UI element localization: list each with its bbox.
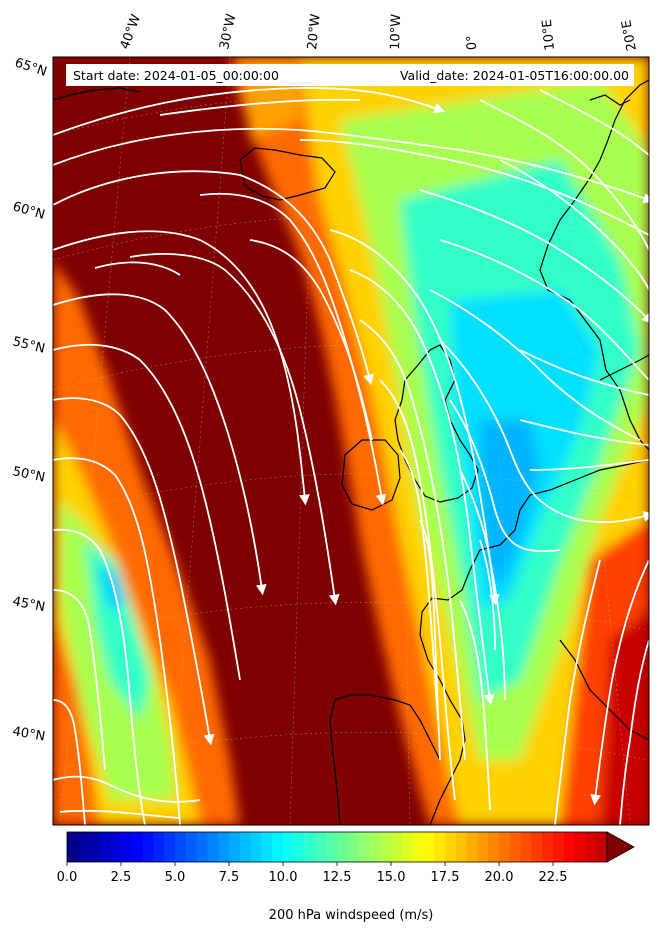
lon-label-10w: 10°W xyxy=(388,14,404,51)
colorbar-segment xyxy=(358,832,370,862)
colorbar-segment xyxy=(347,832,360,862)
colorbar-segment xyxy=(131,832,144,862)
colorbar-segment xyxy=(250,832,262,862)
start-date-label: Start date: 2024-01-05_00:00:00 xyxy=(73,68,279,83)
windspeed-field xyxy=(53,57,649,825)
lon-label-20w: 20°W xyxy=(305,13,324,50)
colorbar-segment xyxy=(121,832,133,862)
colorbar-segment xyxy=(401,832,414,862)
colorbar-segment xyxy=(196,832,208,862)
colorbar-segment xyxy=(229,832,241,862)
colorbar-tick-label: 2.5 xyxy=(111,870,132,885)
italy-coast xyxy=(559,639,649,741)
colorbar-tick-label: 20.0 xyxy=(485,870,514,885)
colorbar-segment xyxy=(542,832,554,862)
lat-label-45n: 45°N xyxy=(11,594,46,615)
colorbar-segment xyxy=(239,832,252,862)
colorbar-segment xyxy=(315,832,327,862)
lat-label-60n: 60°N xyxy=(11,199,47,222)
colorbar-segment xyxy=(185,832,198,862)
colorbar-tick-label: 22.5 xyxy=(539,870,568,885)
colorbar-segment xyxy=(293,832,306,862)
colorbar xyxy=(66,831,635,863)
colorbar-segment xyxy=(596,832,608,862)
colorbar-segment xyxy=(337,832,349,862)
colorbar-segment xyxy=(261,832,273,862)
colorbar-segment xyxy=(445,832,457,862)
colorbar-segment xyxy=(67,832,79,862)
colorbar-segment xyxy=(207,832,219,862)
map-frame xyxy=(52,56,650,826)
spain-coast xyxy=(334,694,441,761)
colorbar-segment xyxy=(531,832,543,862)
streamlines xyxy=(53,87,649,825)
colorbar-segment xyxy=(142,832,154,862)
iberia-coast xyxy=(329,699,341,825)
colorbar-segment xyxy=(304,832,316,862)
lon-label-0: 0° xyxy=(464,35,480,50)
colorbar-extend-max xyxy=(606,831,635,863)
colorbar-segment xyxy=(380,832,392,862)
colorbar-segment xyxy=(391,832,403,862)
greenland-coast xyxy=(53,87,141,101)
colorbar-segment xyxy=(218,832,230,862)
colorbar-segment xyxy=(175,832,187,862)
baltic-coast xyxy=(599,354,649,381)
colorbar-segment xyxy=(326,832,338,862)
colorbar-segment xyxy=(423,832,435,862)
colorbar-segment xyxy=(455,832,468,862)
colorbar-segment xyxy=(499,832,511,862)
lon-label-30w: 30°W xyxy=(217,12,239,50)
north-scandinavia-coast xyxy=(589,94,631,106)
colorbar-segment xyxy=(164,832,176,862)
colorbar-tick-label: 12.5 xyxy=(323,870,352,885)
lon-label-10e: 10°E xyxy=(540,18,558,51)
ireland-coast xyxy=(341,439,401,511)
lat-label-50n: 50°N xyxy=(11,464,46,485)
lat-label-55n: 55°N xyxy=(11,334,46,356)
colorbar-tick-label: 5.0 xyxy=(165,870,186,885)
colorbar-segment xyxy=(466,832,478,862)
colorbar-tick-label: 15.0 xyxy=(377,870,406,885)
colorbar-tick-label: 17.5 xyxy=(431,870,460,885)
colorbar-segment xyxy=(553,832,565,862)
colorbar-segment xyxy=(412,832,424,862)
colorbar-segment xyxy=(110,832,122,862)
colorbar-segment xyxy=(153,832,165,862)
coastlines xyxy=(53,79,649,825)
colorbar-segment xyxy=(574,832,586,862)
colorbar-ticks: 0.0 2.5 5.0 7.5 10.0 12.5 15.0 17.5 20.0 22.5 xyxy=(57,862,568,885)
colorbar-segment xyxy=(509,832,522,862)
scandinavia-coast xyxy=(539,79,649,451)
colorbar-label: 200 hPa windspeed (m/s) xyxy=(269,908,434,923)
colorbar-segment xyxy=(477,832,489,862)
colorbar-segment xyxy=(585,832,597,862)
colorbar-segment xyxy=(488,832,500,862)
valid-date-label: Valid_date: 2024-01-05T16:00:00.00 xyxy=(400,68,629,83)
iceland-coast xyxy=(239,147,336,201)
colorbar-segment xyxy=(369,832,381,862)
latitude-labels: 65°N 60°N 55°N 50°N 45°N 40°N xyxy=(11,56,49,745)
lon-label-20e: 20°E xyxy=(619,19,640,53)
colorbar-segment xyxy=(77,832,90,862)
colorbar-tick-label: 10.0 xyxy=(269,870,298,885)
colorbar-segment xyxy=(434,832,446,862)
colorbar-segment xyxy=(283,832,295,862)
colorbar-tick-label: 7.5 xyxy=(219,870,240,885)
lon-label-40w: 40°W xyxy=(118,12,144,51)
colorbar-segment xyxy=(99,832,111,862)
header-box xyxy=(66,64,634,86)
lat-label-40n: 40°N xyxy=(11,724,46,744)
colorbar-segment xyxy=(272,832,284,862)
colorbar-segment xyxy=(563,832,576,862)
colorbar-tick-label: 0.0 xyxy=(57,870,78,885)
colorbar-segment xyxy=(88,832,100,862)
longitude-labels: 40°W 30°W 20°W 10°W 0° 10°E 20°E xyxy=(118,12,640,52)
lat-label-65n: 65°N xyxy=(13,56,49,80)
colorbar-segment xyxy=(520,832,532,862)
